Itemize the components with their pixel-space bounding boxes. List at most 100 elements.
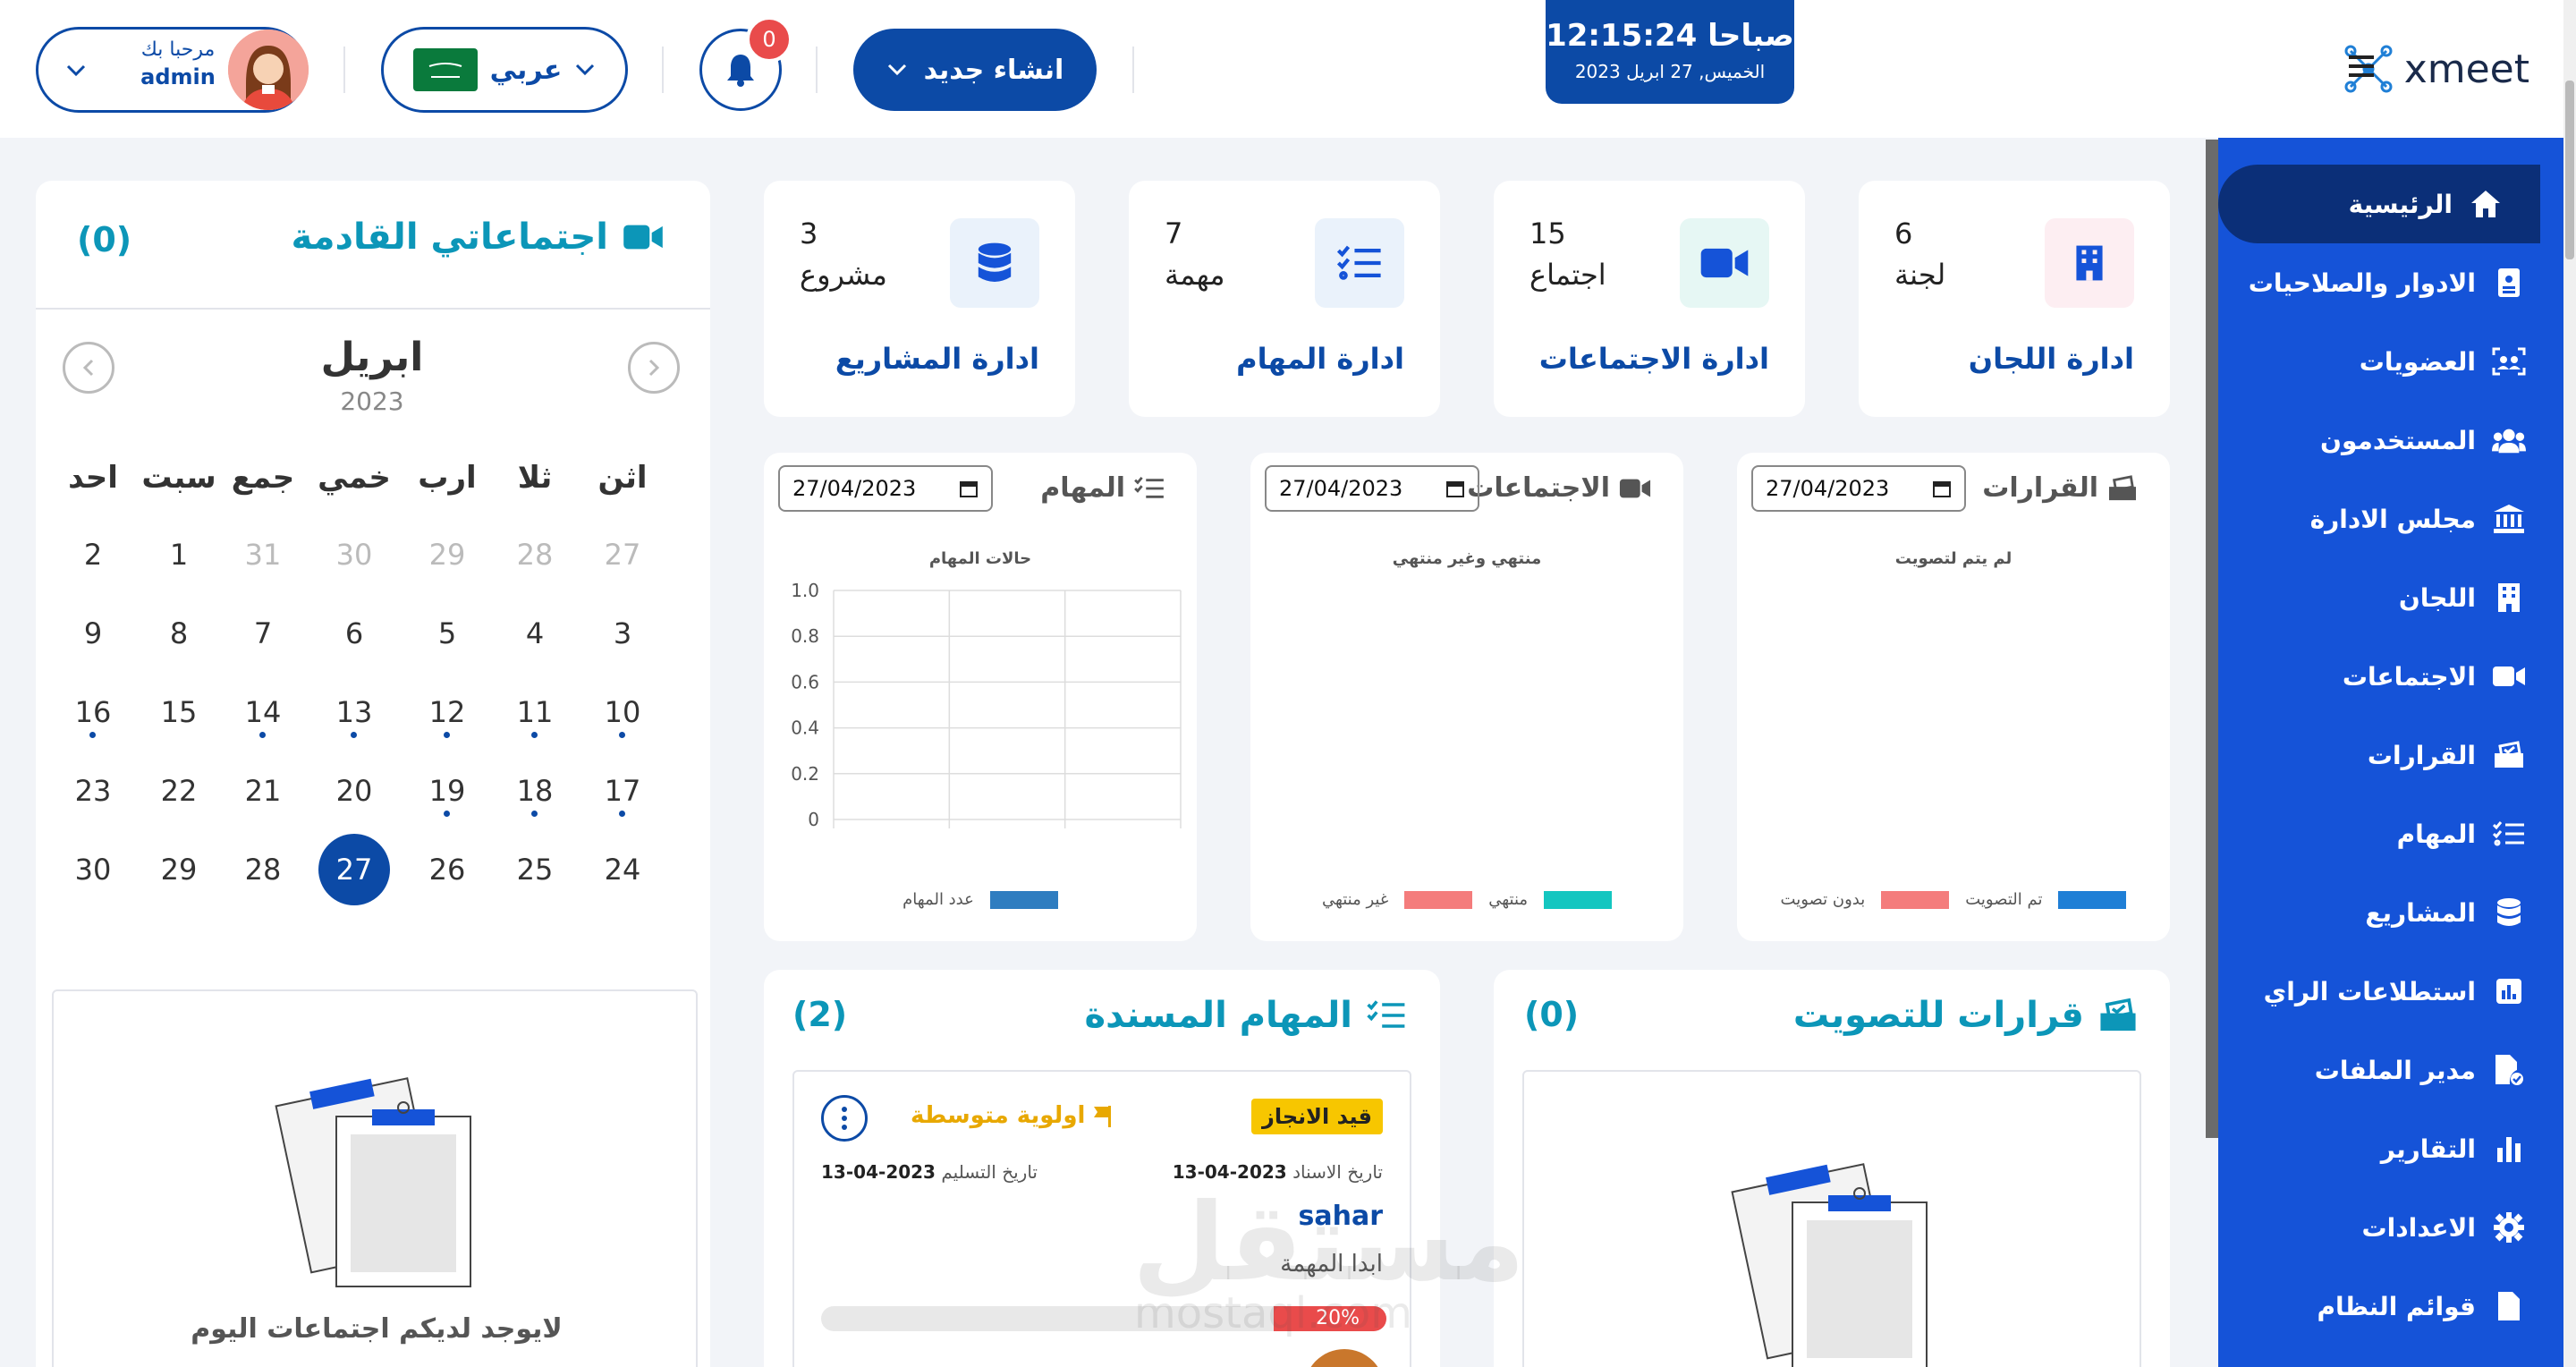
legend-swatch[interactable] bbox=[1881, 890, 1950, 909]
panel-header: المهام المسندة bbox=[1084, 995, 1406, 1036]
priority-label: اولوية متوسطة bbox=[911, 1102, 1114, 1129]
calendar-day[interactable]: 30 bbox=[74, 853, 112, 887]
empty-state-text: لايوجد لديكم اجتماعات اليوم bbox=[191, 1313, 563, 1345]
sidebar-item-board[interactable]: مجلس الادارة bbox=[2218, 480, 2563, 558]
calendar-day[interactable]: 28 bbox=[244, 853, 282, 887]
calendar-day[interactable]: 24 bbox=[604, 853, 641, 887]
calendar-day[interactable]: 20 bbox=[335, 774, 373, 808]
sidebar-item-roles[interactable]: الادوار والصلاحيات bbox=[2218, 243, 2563, 322]
stat-count: 3 bbox=[800, 217, 818, 250]
create-new-button[interactable]: انشاء جديد bbox=[853, 29, 1097, 111]
sidebar-item-system-lists[interactable]: قوائم النظام bbox=[2218, 1267, 2563, 1346]
stat-link[interactable]: ادارة اللجان bbox=[1968, 342, 2134, 376]
calendar-icon[interactable] bbox=[1932, 479, 1952, 498]
task-options-button[interactable] bbox=[821, 1095, 868, 1142]
task-card[interactable]: قيد الانجاز اولوية متوسطة تاريخ الاسناد … bbox=[792, 1070, 1411, 1367]
calendar-day[interactable]: 2 bbox=[83, 538, 103, 572]
stat-card-tasks[interactable]: 7 مهمة ادارة المهام bbox=[1129, 181, 1440, 417]
legend-swatch[interactable] bbox=[989, 890, 1058, 909]
calendar-day[interactable]: 25 bbox=[516, 853, 554, 887]
language-selector[interactable]: عربي bbox=[381, 27, 628, 113]
video-icon bbox=[1619, 479, 1651, 497]
chart-title: حالات المهام bbox=[928, 549, 1032, 568]
calendar-day[interactable]: 22 bbox=[160, 774, 198, 808]
notifications-button[interactable] bbox=[699, 29, 782, 111]
panel-title: قرارات للتصويت bbox=[1792, 995, 2084, 1036]
assignee-name[interactable]: sahar bbox=[1298, 1201, 1384, 1232]
sidebar-item-polls[interactable]: استطلاعات الراي bbox=[2218, 952, 2563, 1031]
calendar-day[interactable]: 3 bbox=[613, 616, 632, 650]
calendar-day[interactable]: 11 bbox=[516, 695, 554, 729]
calendar-day-today[interactable]: 27 bbox=[335, 853, 373, 887]
calendar-day[interactable]: 16 bbox=[74, 695, 112, 729]
app-logo[interactable]: xmeet bbox=[2343, 39, 2529, 98]
page-scrollbar-thumb[interactable] bbox=[2565, 81, 2574, 259]
calendar-icon[interactable] bbox=[1445, 479, 1465, 498]
stat-card-meetings[interactable]: 15 اجتماع ادارة الاجتماعات bbox=[1494, 181, 1805, 417]
calendar-day[interactable]: 31 bbox=[244, 538, 282, 572]
sidebar-item-tasks[interactable]: المهام bbox=[2218, 794, 2563, 873]
calendar-day[interactable]: 15 bbox=[160, 695, 198, 729]
stat-link[interactable]: ادارة الاجتماعات bbox=[1538, 342, 1769, 376]
sidebar-item-committees[interactable]: اللجان bbox=[2218, 558, 2563, 637]
calendar-day[interactable]: 29 bbox=[428, 538, 466, 572]
sidebar-item-label: مدير الملفات bbox=[2314, 1055, 2476, 1085]
calendar-day[interactable]: 13 bbox=[335, 695, 373, 729]
calendar-day[interactable]: 29 bbox=[160, 853, 198, 887]
legend-swatch[interactable] bbox=[1404, 890, 1473, 909]
stat-link[interactable]: ادارة المهام bbox=[1236, 342, 1404, 376]
sidebar-item-decisions[interactable]: القرارات bbox=[2218, 716, 2563, 794]
meeting-indicator-dot bbox=[531, 732, 538, 738]
calendar-day[interactable]: 7 bbox=[253, 616, 273, 650]
user-menu[interactable]: مرحبا بك admin bbox=[36, 27, 309, 113]
calendar-next-button[interactable] bbox=[628, 342, 680, 394]
sidebar-item-reports[interactable]: التقارير bbox=[2218, 1109, 2563, 1188]
calendar-icon[interactable] bbox=[959, 479, 979, 498]
page-scrollbar[interactable] bbox=[2563, 0, 2576, 1367]
sidebar-item-file-manager[interactable]: مدير الملفات bbox=[2218, 1031, 2563, 1109]
calendar-day[interactable]: 8 bbox=[169, 616, 189, 650]
calendar-day[interactable]: 10 bbox=[604, 695, 641, 729]
divider bbox=[1132, 47, 1134, 93]
stat-count: 6 bbox=[1894, 217, 1913, 250]
stat-link[interactable]: ادارة المشاريع bbox=[835, 342, 1039, 376]
chevron-left-icon bbox=[82, 359, 94, 377]
sidebar-item-meetings[interactable]: الاجتماعات bbox=[2218, 637, 2563, 716]
progress-fill bbox=[1273, 1306, 1386, 1331]
calendar-day[interactable]: 4 bbox=[525, 616, 545, 650]
calendar-day[interactable]: 14 bbox=[244, 695, 282, 729]
sidebar-item-memberships[interactable]: العضويات bbox=[2218, 322, 2563, 401]
calendar-day[interactable]: 28 bbox=[516, 538, 554, 572]
calendar-day[interactable]: 27 bbox=[604, 538, 641, 572]
weekday-label: ثلا bbox=[517, 460, 553, 496]
start-task-button[interactable]: ابدا المهمة bbox=[1280, 1251, 1383, 1278]
legend-swatch[interactable] bbox=[2058, 890, 2127, 909]
calendar-day[interactable]: 26 bbox=[428, 853, 466, 887]
calendar-day[interactable]: 17 bbox=[604, 774, 641, 808]
sidebar-item-users[interactable]: المستخدمون bbox=[2218, 401, 2563, 480]
stat-card-projects[interactable]: 3 مشروع ادارة المشاريع bbox=[764, 181, 1075, 417]
calendar-day[interactable]: 5 bbox=[437, 616, 457, 650]
sidebar-item-settings[interactable]: الاعدادات bbox=[2218, 1188, 2563, 1267]
content-scrollbar[interactable] bbox=[2206, 140, 2218, 1138]
sidebar-item-projects[interactable]: المشاريع bbox=[2218, 873, 2563, 952]
calendar-day[interactable]: 19 bbox=[428, 774, 466, 808]
calendar-day[interactable]: 30 bbox=[335, 538, 373, 572]
legend-swatch[interactable] bbox=[1544, 890, 1613, 909]
video-icon bbox=[623, 225, 663, 250]
calendar-prev-button[interactable] bbox=[63, 342, 114, 394]
calendar-day[interactable]: 18 bbox=[516, 774, 554, 808]
calendar-day[interactable]: 12 bbox=[428, 695, 466, 729]
calendar-day[interactable]: 23 bbox=[74, 774, 112, 808]
calendar-day[interactable]: 1 bbox=[169, 538, 189, 572]
calendar-day[interactable]: 9 bbox=[83, 616, 103, 650]
calendar-day[interactable]: 6 bbox=[344, 616, 364, 650]
date-filter-input[interactable]: 27/04/2023 bbox=[1751, 465, 1966, 512]
date-filter-input[interactable]: 27/04/2023 bbox=[778, 465, 993, 512]
stat-card-committees[interactable]: 6 لجنة ادارة اللجان bbox=[1859, 181, 2170, 417]
date-filter-input[interactable]: 27/04/2023 bbox=[1265, 465, 1479, 512]
hamburger-menu-icon[interactable] bbox=[2345, 50, 2377, 82]
sidebar-item-home[interactable]: الرئيسية bbox=[2218, 165, 2540, 243]
calendar-day[interactable]: 21 bbox=[244, 774, 282, 808]
upcoming-meetings-panel: اجتماعاتي القادمة (0) ابريل 2023 اثن ثلا ا… bbox=[36, 181, 710, 1367]
